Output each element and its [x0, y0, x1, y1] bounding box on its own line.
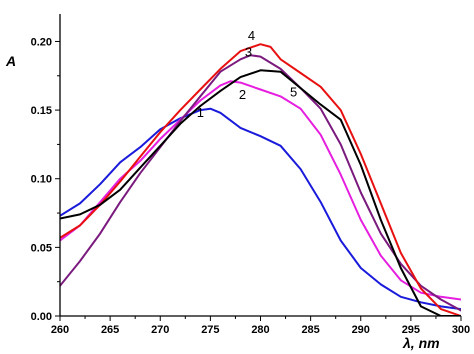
series-label-4: 4 — [248, 28, 255, 43]
x-tick-label-270: 270 — [151, 324, 169, 336]
x-tick-label-285: 285 — [301, 324, 319, 336]
series-line-4 — [60, 43, 461, 316]
y-tick-label-0.20: 0.20 — [31, 36, 52, 48]
series-line-5 — [60, 69, 461, 316]
tick-layer: 1 2 3 4 5 260 265 270 275 280 285 290 295 300 0.00 0.05… — [31, 28, 471, 336]
series-label-1: 1 — [197, 105, 204, 120]
x-axis-title: λ, nm — [402, 335, 440, 351]
x-tick-label-300: 300 — [452, 324, 470, 336]
series-layer — [60, 43, 461, 316]
y-tick-label-0.15: 0.15 — [31, 105, 52, 117]
x-tick-label-265: 265 — [101, 324, 119, 336]
series-label-2: 2 — [239, 87, 246, 102]
series-label-3: 3 — [245, 45, 252, 60]
y-tick-label-0.10: 0.10 — [31, 174, 52, 186]
y-tick-label-0.05: 0.05 — [31, 242, 52, 254]
series-label-5: 5 — [290, 84, 297, 99]
x-tick-label-295: 295 — [402, 324, 420, 336]
axis-layer — [59, 14, 461, 317]
x-tick-label-290: 290 — [352, 324, 370, 336]
y-axis-title: A — [5, 53, 16, 69]
x-tick-label-275: 275 — [201, 324, 219, 336]
series-line-1 — [60, 107, 461, 311]
series-line-3 — [60, 54, 461, 312]
x-tick-label-260: 260 — [51, 324, 69, 336]
x-tick-label-280: 280 — [251, 324, 269, 336]
y-tick-label-0.00: 0.00 — [31, 311, 52, 323]
